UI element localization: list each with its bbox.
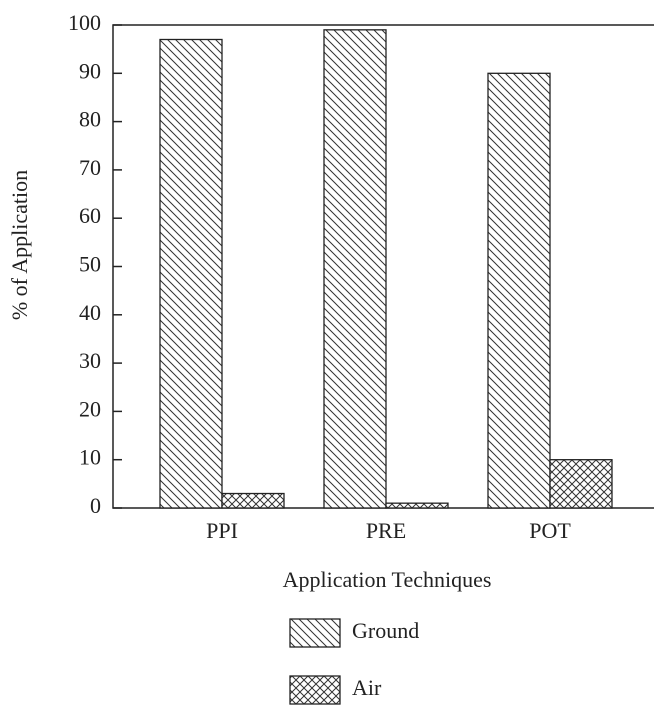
bar: [549, 459, 613, 509]
x-tick-label: PRE: [366, 518, 406, 543]
y-tick-label: 50: [79, 252, 101, 277]
y-tick-label: 40: [79, 300, 101, 325]
legend-label: Air: [352, 675, 382, 700]
bar: [487, 72, 551, 509]
x-tick-label: POT: [529, 518, 571, 543]
bar: [323, 29, 387, 509]
y-tick-label: 30: [79, 348, 101, 373]
x-axis-label: Application Techniques: [283, 567, 492, 592]
legend-label: Ground: [352, 618, 419, 643]
y-tick-label: 60: [79, 203, 101, 228]
y-tick-label: 90: [79, 58, 101, 83]
y-tick-label: 20: [79, 396, 101, 421]
bar: [221, 492, 285, 509]
y-tick-label: 80: [79, 107, 101, 132]
y-tick-label: 0: [90, 493, 101, 518]
y-tick-label: 70: [79, 155, 101, 180]
legend-swatch: [289, 675, 341, 705]
legend-swatch: [289, 618, 341, 648]
x-tick-label: PPI: [206, 518, 238, 543]
bar: [159, 38, 223, 509]
y-tick-label: 100: [68, 10, 101, 35]
y-axis-label: % of Application: [7, 170, 32, 320]
bar: [385, 502, 449, 509]
y-tick-label: 10: [79, 445, 101, 470]
